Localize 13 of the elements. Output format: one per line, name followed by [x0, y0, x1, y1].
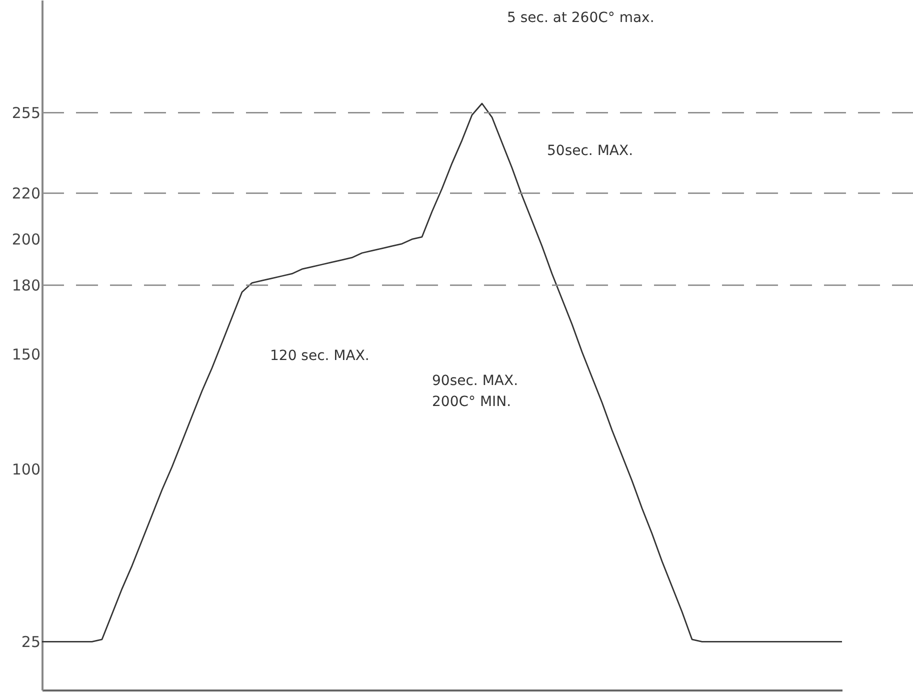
y-tick-label: 255 [12, 104, 40, 122]
y-tick-label: 100 [12, 460, 40, 479]
annotation: 5 sec. at 260C° max. [507, 10, 654, 26]
line-series [42, 102, 843, 642]
y-tick-label: 180 [12, 276, 40, 295]
y-tick-label: 200 [12, 230, 40, 249]
annotation: 50sec. MAX. [547, 143, 634, 159]
annotation: 90sec. MAX. [432, 373, 518, 389]
annotation: 120 sec. MAX. [270, 348, 370, 364]
annotation: 200C° MIN. [432, 394, 512, 410]
y-tick-label: 25 [21, 633, 40, 652]
y-tick-label: 150 [12, 346, 40, 364]
y-tick-label: 220 [12, 184, 40, 203]
